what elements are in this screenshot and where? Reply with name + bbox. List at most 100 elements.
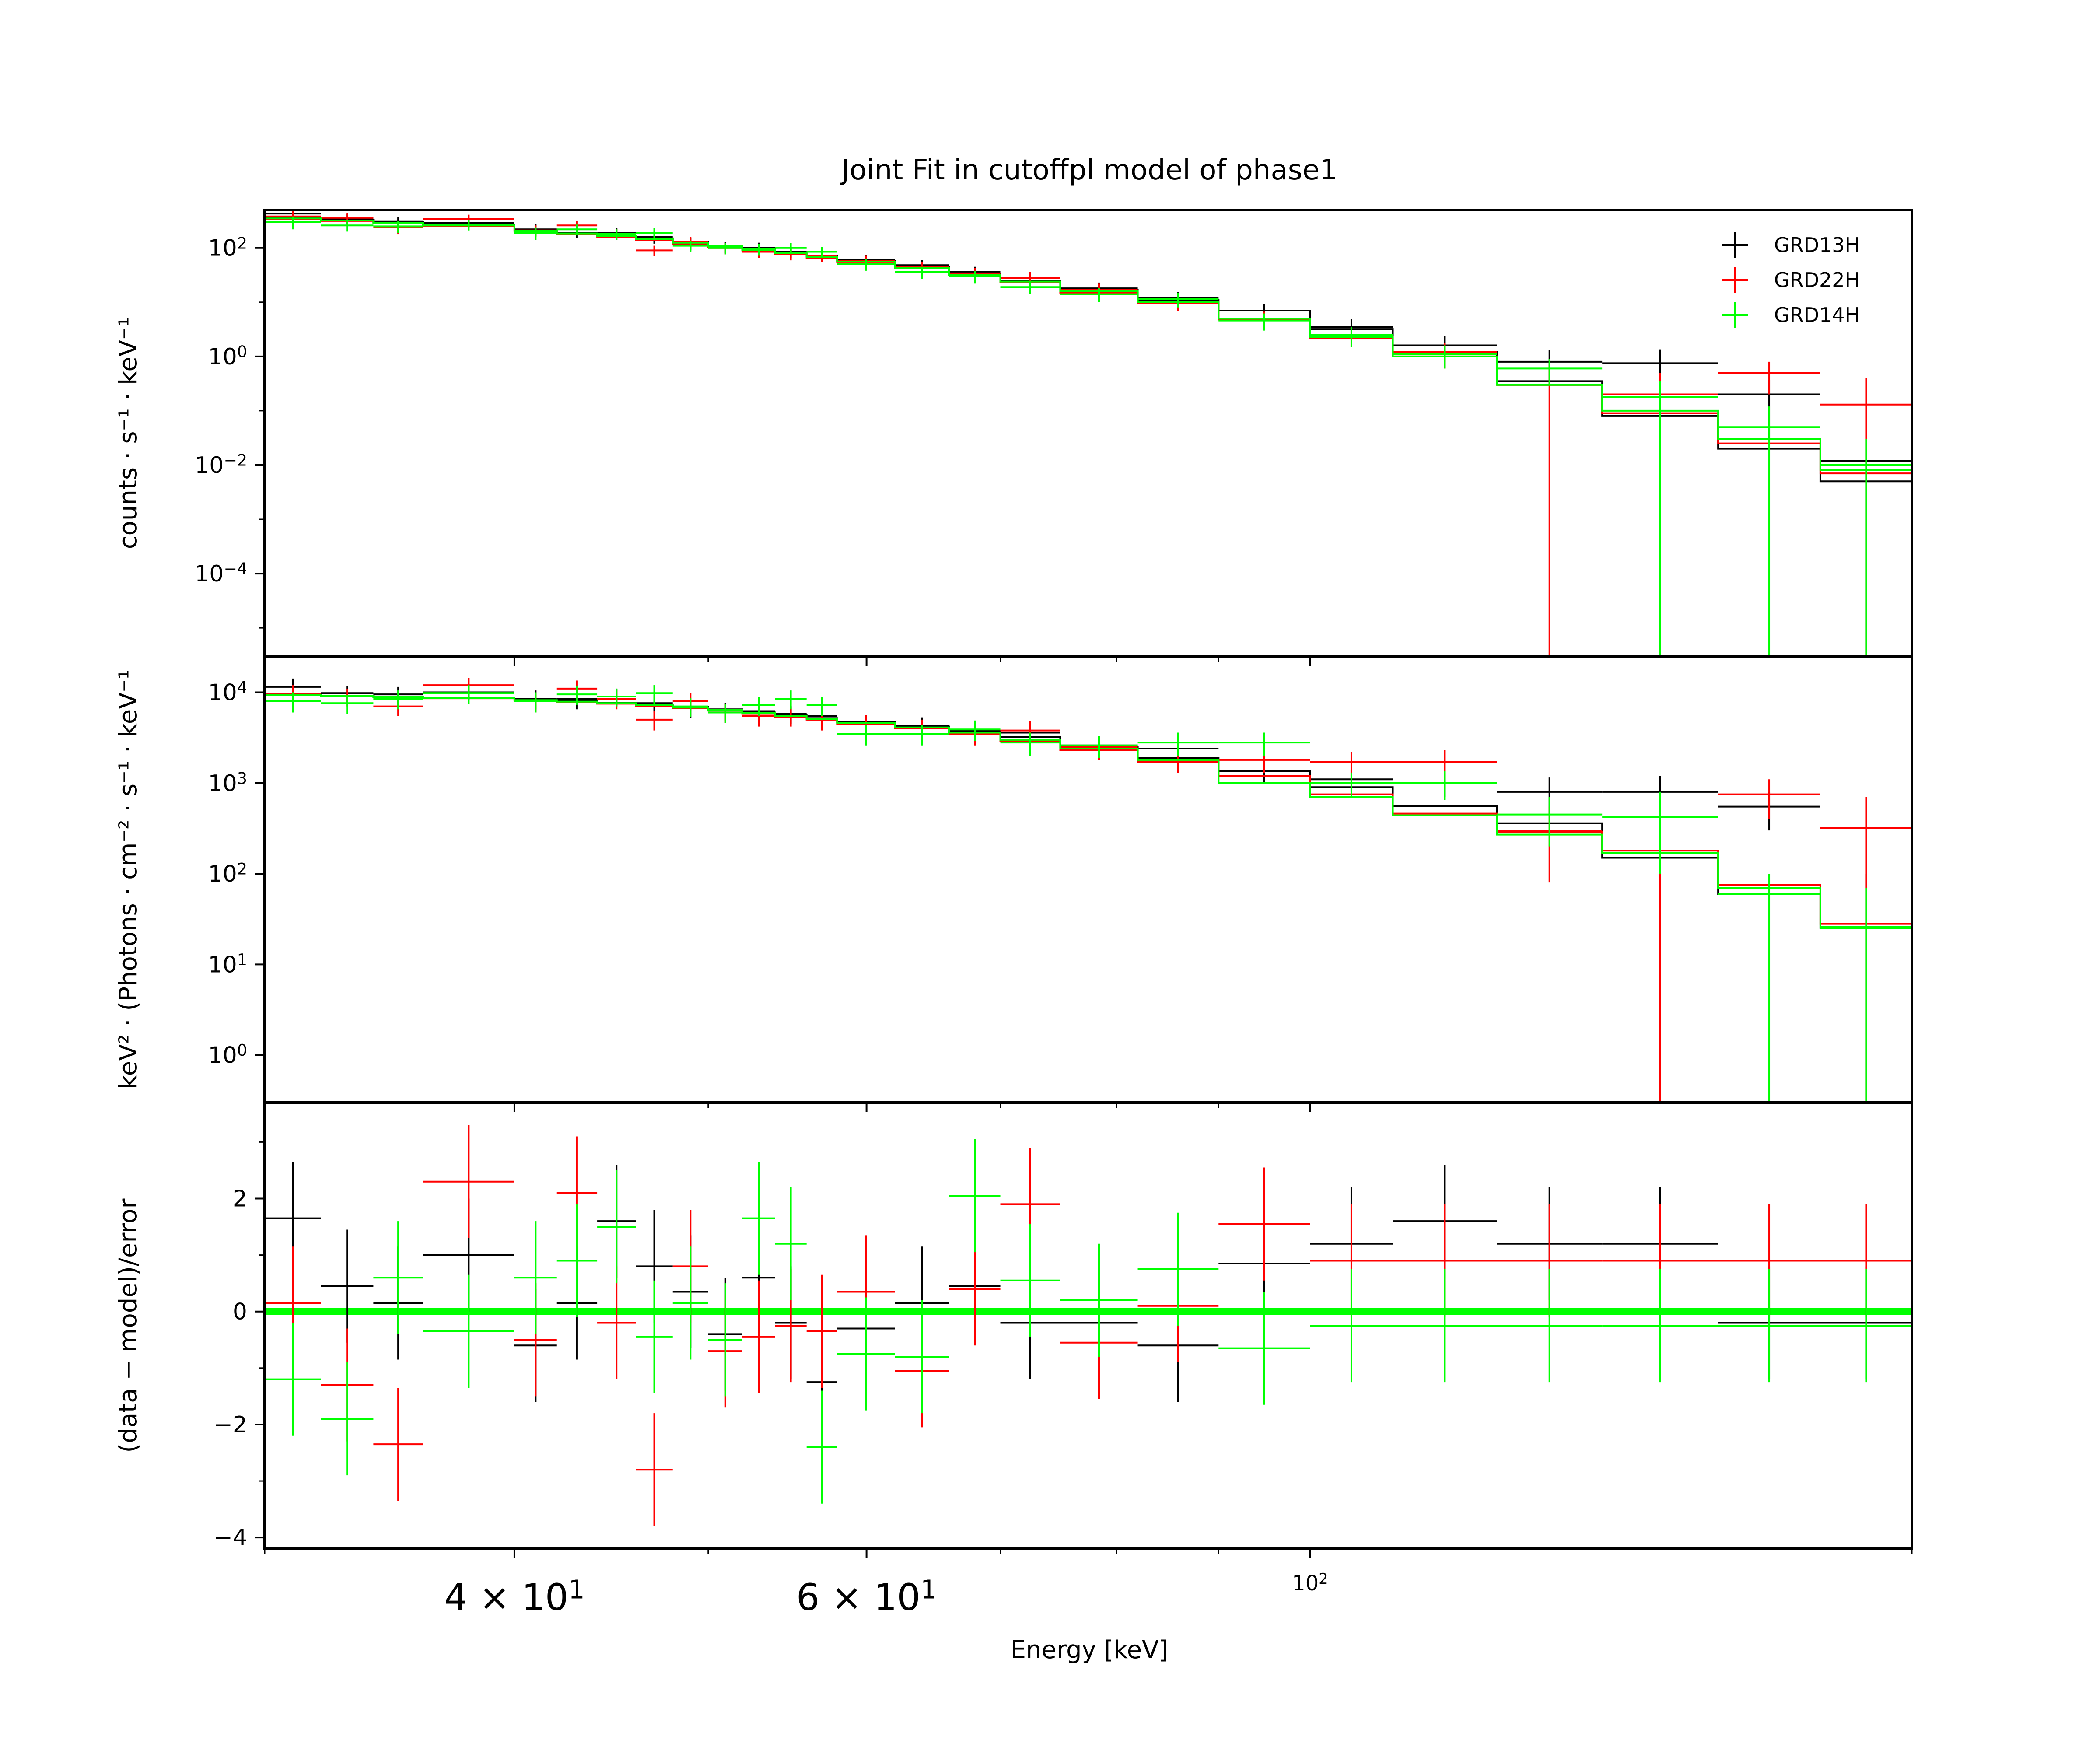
x-tick-label: 6 × 101 bbox=[796, 1575, 937, 1619]
y-tick-label-exponent: −2 bbox=[224, 451, 247, 470]
data-point-grd14h bbox=[742, 696, 775, 716]
data-point-grd14h bbox=[1060, 288, 1138, 302]
data-point-grd14h bbox=[373, 221, 423, 233]
residual-point-grd22h bbox=[597, 1266, 636, 1379]
y-tick-label: 0 bbox=[233, 1299, 247, 1325]
data-point-grd14h bbox=[597, 229, 636, 240]
data-point-grd14h bbox=[514, 227, 557, 240]
data-point-grd14h bbox=[1820, 888, 1912, 1102]
legend-entry-grd14h: GRD14H bbox=[1722, 302, 1860, 328]
residual-point-grd14h bbox=[672, 1246, 708, 1360]
y-tick-label-mantissa: 10 bbox=[208, 1043, 237, 1069]
x-tick-label: 4 × 101 bbox=[444, 1575, 585, 1619]
residual-point-grd14h bbox=[597, 1170, 636, 1284]
residual-point-grd22h bbox=[636, 1413, 673, 1526]
data-point-grd14h bbox=[321, 695, 374, 714]
residual-point-grd14h bbox=[1602, 1269, 1718, 1382]
residual-point-grd14h bbox=[708, 1283, 742, 1396]
y-tick-label-mantissa: 0 bbox=[233, 1299, 247, 1325]
x-tick-exponent: 1 bbox=[568, 1575, 584, 1605]
data-point-grd14h bbox=[837, 724, 895, 746]
x-tick-exponent: 1 bbox=[920, 1575, 937, 1605]
residual-point-grd22h bbox=[806, 1274, 837, 1388]
residuals-panel-ylabel: (data − model)/error bbox=[114, 1198, 143, 1452]
y-tick-label: 102 bbox=[208, 860, 247, 887]
x-tick-mantissa: 6 × 10 bbox=[796, 1576, 920, 1619]
data-point-grd14h bbox=[1497, 359, 1603, 385]
residual-point-grd14h bbox=[949, 1139, 1001, 1253]
y-tick-label-mantissa: −2 bbox=[214, 1412, 247, 1438]
data-point-grd14h bbox=[1820, 439, 1912, 656]
data-point-grd14h bbox=[708, 704, 742, 723]
residual-point-grd14h bbox=[895, 1300, 949, 1414]
residual-point-grd13h bbox=[321, 1229, 374, 1343]
panel-frame bbox=[263, 1101, 1913, 1550]
x-tick-label: 102 bbox=[1292, 1570, 1328, 1596]
y-tick-label-exponent: 3 bbox=[237, 769, 247, 788]
data-point-grd14h bbox=[1218, 313, 1310, 331]
y-tick-label: 2 bbox=[233, 1186, 247, 1212]
data-point-grd14h bbox=[742, 244, 775, 256]
residual-point-grd14h bbox=[775, 1187, 807, 1300]
y-tick-label: −2 bbox=[214, 1412, 247, 1438]
y-tick-label: 100 bbox=[208, 342, 247, 370]
residual-point-grd14h bbox=[806, 1390, 837, 1504]
y-tick-label-mantissa: −4 bbox=[214, 1525, 247, 1551]
residual-point-grd14h bbox=[636, 1280, 673, 1393]
data-point-grd22h bbox=[1310, 752, 1393, 776]
residual-point-grd22h bbox=[423, 1125, 514, 1238]
data-point-grd22h bbox=[1718, 779, 1820, 819]
y-tick-label-mantissa: 10 bbox=[208, 344, 237, 370]
data-point-grd14h bbox=[423, 220, 514, 231]
data-point-grd14h bbox=[672, 698, 708, 717]
data-point-grd14h bbox=[1138, 292, 1219, 308]
residual-point-grd14h bbox=[1000, 1224, 1060, 1337]
y-tick-label-mantissa: 10 bbox=[208, 952, 237, 978]
data-point-grd14h bbox=[708, 243, 742, 255]
residual-point-grd14h bbox=[742, 1162, 775, 1275]
residual-point-grd14h bbox=[837, 1297, 895, 1410]
y-tick-label: 100 bbox=[208, 1041, 247, 1068]
data-point-grd14h bbox=[837, 259, 895, 271]
x-tick-mantissa: 4 × 10 bbox=[444, 1576, 568, 1619]
data-point-grd14h bbox=[775, 243, 807, 254]
y-tick-label-mantissa: 10 bbox=[208, 679, 237, 706]
residual-point-grd14h bbox=[373, 1221, 423, 1334]
data-point-grd14h bbox=[775, 690, 807, 710]
legend-label: GRD13H bbox=[1774, 233, 1860, 257]
y-tick-label-exponent: −4 bbox=[224, 560, 247, 578]
data-point-grd14h bbox=[806, 247, 837, 258]
data-point-grd14h bbox=[806, 696, 837, 716]
residual-point-grd14h bbox=[1060, 1243, 1138, 1357]
residual-point-grd14h bbox=[321, 1362, 374, 1476]
unfolded-panel-ylabel: keV² · (Photons · cm⁻² · s⁻¹ · keV⁻¹ bbox=[114, 669, 143, 1089]
data-point-grd14h bbox=[1060, 736, 1138, 758]
residuals-panel: 2 0 −2 −4 (data − model)/error bbox=[114, 1101, 1913, 1558]
legend-entry-grd13h: GRD13H bbox=[1722, 232, 1860, 258]
y-tick-label: 10−2 bbox=[195, 451, 247, 479]
data-point-grd14h bbox=[949, 720, 1001, 741]
data-point-grd14h bbox=[597, 688, 636, 707]
data-point-grd14h bbox=[556, 224, 598, 236]
residual-point-grd14h bbox=[1718, 1269, 1820, 1382]
y-tick-label-mantissa: 10 bbox=[195, 452, 224, 479]
y-tick-label: 10−4 bbox=[195, 560, 247, 587]
chart-title: Joint Fit in cutoffpl model of phase1 bbox=[840, 154, 1337, 186]
data-point-grd14h bbox=[1138, 732, 1219, 756]
y-tick-label-mantissa: 10 bbox=[195, 561, 224, 587]
x-axis: 4 × 101 6 × 101 102 bbox=[444, 1570, 1328, 1619]
residual-point-grd14h bbox=[265, 1323, 321, 1436]
y-tick-label-exponent: 2 bbox=[237, 860, 247, 878]
legend-label: GRD14H bbox=[1774, 303, 1860, 327]
counts-panel-ylabel: counts · s⁻¹ · keV⁻¹ bbox=[114, 317, 143, 549]
y-tick-label: −4 bbox=[214, 1525, 247, 1551]
data-point-grd14h bbox=[1218, 732, 1310, 756]
y-tick-label-mantissa: 10 bbox=[208, 770, 237, 797]
y-tick-label-mantissa: 10 bbox=[208, 861, 237, 887]
residual-point-grd14h bbox=[1393, 1269, 1497, 1382]
residual-point-grd22h bbox=[742, 1280, 775, 1393]
residual-point-grd14h bbox=[1497, 1269, 1603, 1382]
data-point-grd14h bbox=[514, 692, 557, 713]
legend-label: GRD22H bbox=[1774, 268, 1860, 292]
y-tick-label: 104 bbox=[208, 678, 247, 706]
